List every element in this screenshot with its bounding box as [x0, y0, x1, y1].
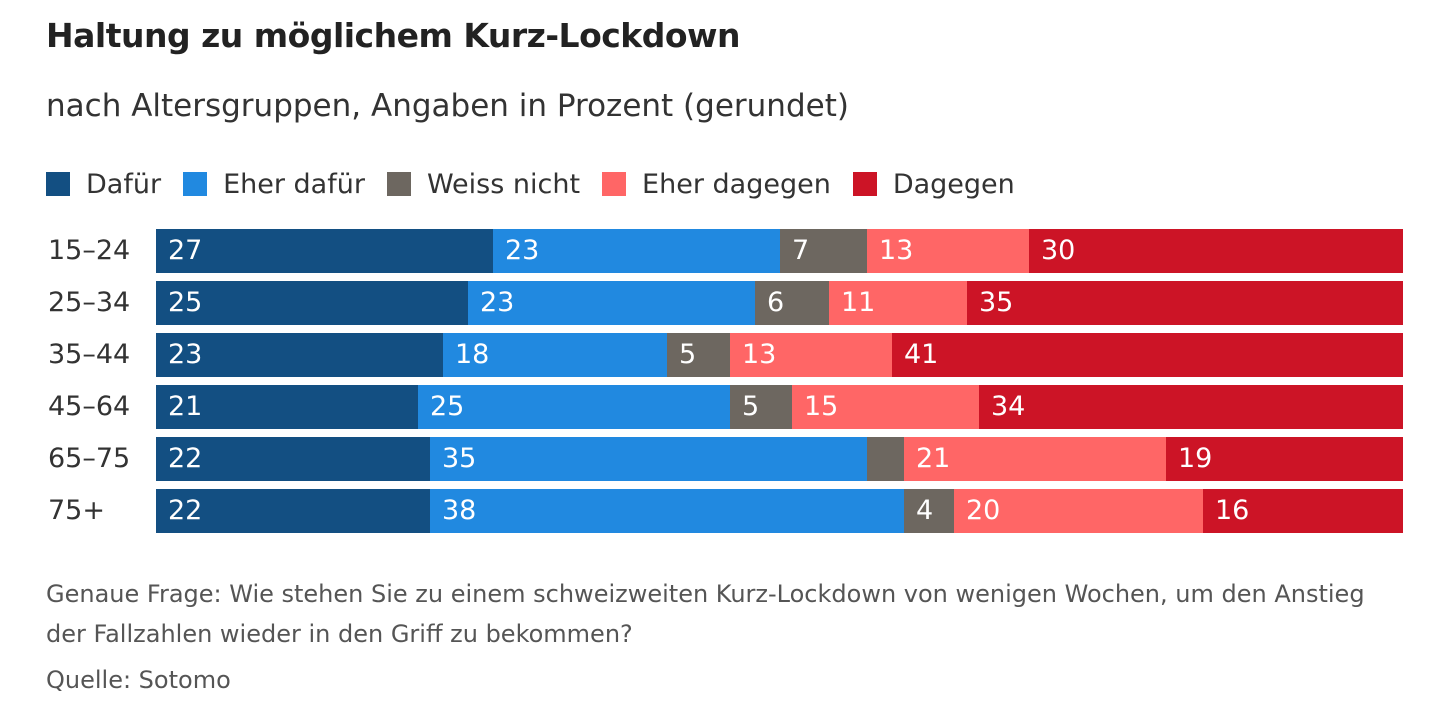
legend-item: Eher dafür: [183, 169, 365, 200]
bar-segment: 11: [829, 281, 967, 325]
bar-segment: 22: [156, 489, 430, 533]
chart-title: Haltung zu möglichem Kurz-Lockdown: [46, 16, 741, 55]
data-label: 23: [505, 235, 540, 266]
category-label: 45–64: [48, 391, 131, 422]
data-label: 27: [168, 235, 203, 266]
bar-segment: 25: [156, 281, 468, 325]
bar-segment: 41: [892, 333, 1403, 377]
bar-segment: 25: [418, 385, 730, 429]
legend-swatch: [46, 172, 70, 196]
data-label: 11: [841, 287, 876, 318]
data-label: 34: [991, 391, 1026, 422]
data-label: 21: [916, 443, 951, 474]
bar-segment: 38: [430, 489, 904, 533]
legend-label: Dafür: [86, 168, 162, 200]
data-label: 25: [168, 287, 203, 318]
data-label: 18: [455, 339, 490, 370]
bar-segment: 5: [730, 385, 792, 429]
bar-row: 21 25 5 15 34: [156, 385, 1403, 429]
bar-segment: 30: [1029, 229, 1403, 273]
data-label: 7: [792, 235, 810, 266]
category-label: 35–44: [48, 339, 131, 370]
bar-row: 23 18 5 13 41: [156, 333, 1403, 377]
data-label: 5: [679, 339, 697, 370]
bar-segment: 13: [867, 229, 1029, 273]
legend-label: Dagegen: [892, 168, 1015, 200]
category-label: 65–75: [48, 443, 131, 474]
data-label: 19: [1178, 443, 1213, 474]
data-label: 41: [904, 339, 939, 370]
legend-item: Dafür: [46, 169, 161, 200]
bar-segment: 15: [792, 385, 979, 429]
source-note: Quelle: Sotomo: [46, 666, 231, 694]
stacked-bar-chart: 15–24 27 23 7 13 30 25–34 25 23 6 11 35 35–44 23 18 5 13…: [0, 229, 1453, 535]
legend: Dafür Eher dafür Weiss nicht Eher dagegen Da…: [46, 166, 1037, 202]
data-label: 23: [480, 287, 515, 318]
bar-segment: 23: [493, 229, 780, 273]
data-label: 16: [1215, 495, 1250, 526]
data-label: 38: [442, 495, 477, 526]
bar-segment: 35: [967, 281, 1403, 325]
legend-label: Eher dafür: [223, 168, 365, 200]
bar-segment: 27: [156, 229, 493, 273]
data-label: 22: [168, 495, 203, 526]
bar-segment: 34: [979, 385, 1403, 429]
legend-item: Eher dagegen: [602, 169, 831, 200]
bar-segment: 4: [904, 489, 954, 533]
question-note: Genaue Frage: Wie stehen Sie zu einem sc…: [46, 580, 1365, 648]
chart-subtitle: nach Altersgruppen, Angaben in Prozent (…: [46, 88, 849, 124]
bar-row: 27 23 7 13 30: [156, 229, 1403, 273]
legend-item: Dagegen: [852, 168, 1015, 200]
data-label: 35: [442, 443, 477, 474]
legend-swatch: [602, 172, 627, 196]
legend-swatch: [386, 172, 411, 196]
category-label: 75+: [48, 495, 105, 526]
bar-segment: 7: [780, 229, 867, 273]
bar-segment: 35: [430, 437, 867, 481]
bar-segment: 21: [156, 385, 418, 429]
legend-swatch: [183, 172, 208, 196]
data-label: 21: [168, 391, 203, 422]
legend-swatch: [852, 172, 877, 196]
bar-segment: 5: [667, 333, 730, 377]
data-label: 25: [430, 391, 465, 422]
bar-row: 22 38 4 20 16: [156, 489, 1403, 533]
data-label: 30: [1041, 235, 1076, 266]
legend-item: Weiss nicht: [386, 168, 581, 200]
bar-segment: 13: [730, 333, 892, 377]
data-label: 4: [916, 495, 934, 526]
legend-label: Weiss nicht: [426, 168, 581, 200]
bar-segment: 18: [443, 333, 667, 377]
bar-segment: 21: [904, 437, 1166, 481]
bar-row: 25 23 6 11 35: [156, 281, 1403, 325]
data-label: 5: [742, 391, 760, 422]
bar-segment: 23: [156, 333, 443, 377]
bar-segment: 19: [1166, 437, 1403, 481]
category-label: 15–24: [48, 235, 131, 266]
legend-label: Eher dagegen: [642, 168, 831, 200]
bar-segment: 22: [156, 437, 430, 481]
bar-segment: 6: [755, 281, 829, 325]
data-label: 23: [168, 339, 203, 370]
bar-segment: [867, 437, 904, 481]
category-label: 25–34: [48, 287, 131, 318]
bar-segment: 20: [954, 489, 1203, 533]
bar-row: 22 35 21 19: [156, 437, 1403, 481]
data-label: 6: [767, 287, 785, 318]
data-label: 20: [966, 495, 1001, 526]
data-label: 22: [168, 443, 203, 474]
data-label: 13: [742, 339, 777, 370]
data-label: 13: [879, 235, 914, 266]
bar-segment: 16: [1203, 489, 1403, 533]
data-label: 35: [979, 287, 1014, 318]
bar-segment: 23: [468, 281, 755, 325]
data-label: 15: [804, 391, 839, 422]
